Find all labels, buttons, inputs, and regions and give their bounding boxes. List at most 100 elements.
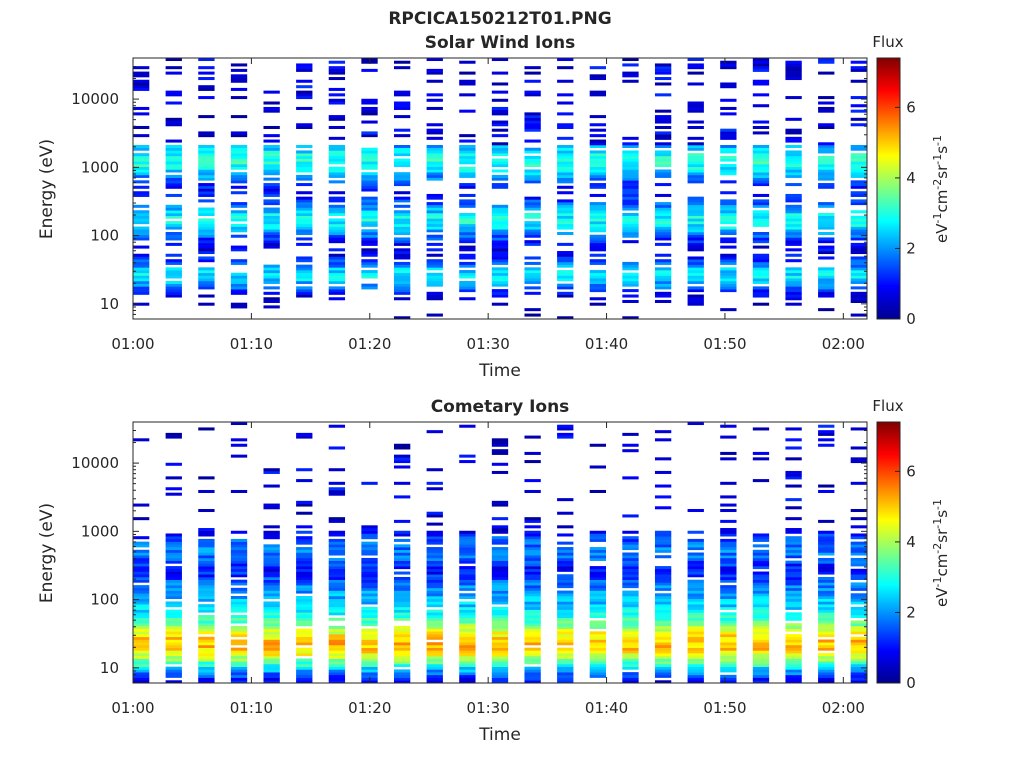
heatmap-cell (426, 145, 443, 149)
heatmap-cell (133, 270, 150, 274)
heatmap-cell (459, 147, 476, 151)
heatmap-cell (589, 631, 607, 635)
heatmap-cell (818, 536, 835, 540)
heatmap-cell (687, 215, 704, 219)
heatmap-cell (198, 509, 215, 513)
heatmap-cell (263, 677, 280, 681)
heatmap-cell (230, 571, 248, 575)
heatmap-cell (230, 278, 248, 282)
heatmap-cell (230, 115, 248, 119)
heatmap-cell (687, 663, 704, 667)
heatmap-cell (654, 155, 672, 159)
heatmap-cell (230, 283, 248, 287)
heatmap-cell (752, 261, 770, 265)
heatmap-cell (198, 283, 215, 287)
heatmap-cell (198, 229, 215, 233)
heatmap-cell (785, 427, 802, 431)
heatmap-cell (459, 617, 476, 621)
heatmap-cell (785, 223, 802, 227)
heatmap-cell (557, 549, 574, 553)
heatmap-cell (557, 58, 574, 62)
heatmap-cell (198, 585, 215, 589)
heatmap-cell (328, 237, 346, 241)
heatmap-cell (589, 623, 607, 627)
heatmap-cell (230, 634, 248, 638)
heatmap-cell (230, 677, 248, 681)
heatmap-cell (785, 623, 802, 627)
heatmap-cell (589, 172, 607, 176)
heatmap-cell (133, 590, 150, 594)
heatmap-cell (328, 71, 346, 75)
heatmap-cell (557, 609, 574, 613)
heatmap-cell (687, 530, 704, 534)
heatmap-cell (296, 259, 313, 263)
heatmap-cell (557, 164, 574, 168)
heatmap-cell (687, 158, 704, 162)
heatmap-cell (426, 623, 443, 627)
heatmap-cell (133, 669, 150, 673)
heatmap-cell (361, 229, 378, 233)
heatmap-cell (622, 221, 639, 225)
heatmap-cell (785, 66, 802, 70)
heatmap-cell (524, 199, 541, 203)
heatmap-cell (296, 237, 313, 241)
heatmap-cell (165, 549, 182, 553)
heatmap-cell (687, 164, 704, 168)
heatmap-cell (752, 533, 770, 537)
heatmap-cell (426, 634, 443, 638)
heatmap-cell (589, 674, 607, 678)
heatmap-cell (818, 96, 835, 100)
heatmap-cell (393, 612, 411, 616)
y-tick-label: 1000 (81, 522, 119, 540)
heatmap-cell (230, 180, 248, 184)
heatmap-cell (654, 232, 672, 236)
heatmap-cell (426, 313, 443, 317)
heatmap-cell (818, 666, 835, 670)
heatmap-cell (165, 71, 182, 75)
heatmap-cell (589, 155, 607, 159)
heatmap-cell (491, 204, 509, 208)
heatmap-cell (459, 202, 476, 206)
heatmap-cell (785, 278, 802, 282)
x-axis-label: Time (478, 725, 521, 745)
heatmap-cell (230, 174, 248, 178)
heatmap-cell (133, 66, 150, 70)
heatmap-cell (426, 481, 443, 485)
heatmap-cell (230, 530, 248, 534)
heatmap-cell (720, 60, 737, 64)
heatmap-cell (654, 150, 672, 154)
heatmap-cell (165, 623, 182, 627)
heatmap-cell (393, 212, 411, 216)
heatmap-cell (263, 177, 280, 181)
heatmap-cell (720, 663, 737, 667)
heatmap-cell (589, 240, 607, 244)
heatmap-cell (491, 631, 509, 635)
heatmap-cell (133, 218, 150, 222)
heatmap-cell (296, 93, 313, 97)
heatmap-cell (491, 128, 509, 132)
heatmap-cell (752, 164, 770, 168)
heatmap-cell (818, 267, 835, 271)
heatmap-cell (687, 299, 704, 303)
heatmap-cell (393, 661, 411, 665)
heatmap-cell (393, 609, 411, 613)
heatmap-cell (491, 536, 509, 540)
heatmap-cell (393, 289, 411, 293)
heatmap-cell (687, 240, 704, 244)
heatmap-cell (459, 158, 476, 162)
heatmap-cell (263, 672, 280, 676)
heatmap-cell (165, 492, 182, 496)
heatmap-cell (785, 283, 802, 287)
heatmap-cell (785, 644, 802, 648)
heatmap-cell (687, 639, 704, 643)
heatmap-cell (850, 631, 867, 635)
heatmap-cell (687, 229, 704, 233)
heatmap-cell (524, 212, 541, 216)
heatmap-cell (426, 574, 443, 578)
heatmap-cell (850, 185, 867, 189)
heatmap-cell (165, 674, 182, 678)
heatmap-cell (687, 593, 704, 597)
heatmap-cell (752, 571, 770, 575)
heatmap-cell (687, 585, 704, 589)
heatmap-cell (720, 261, 737, 265)
